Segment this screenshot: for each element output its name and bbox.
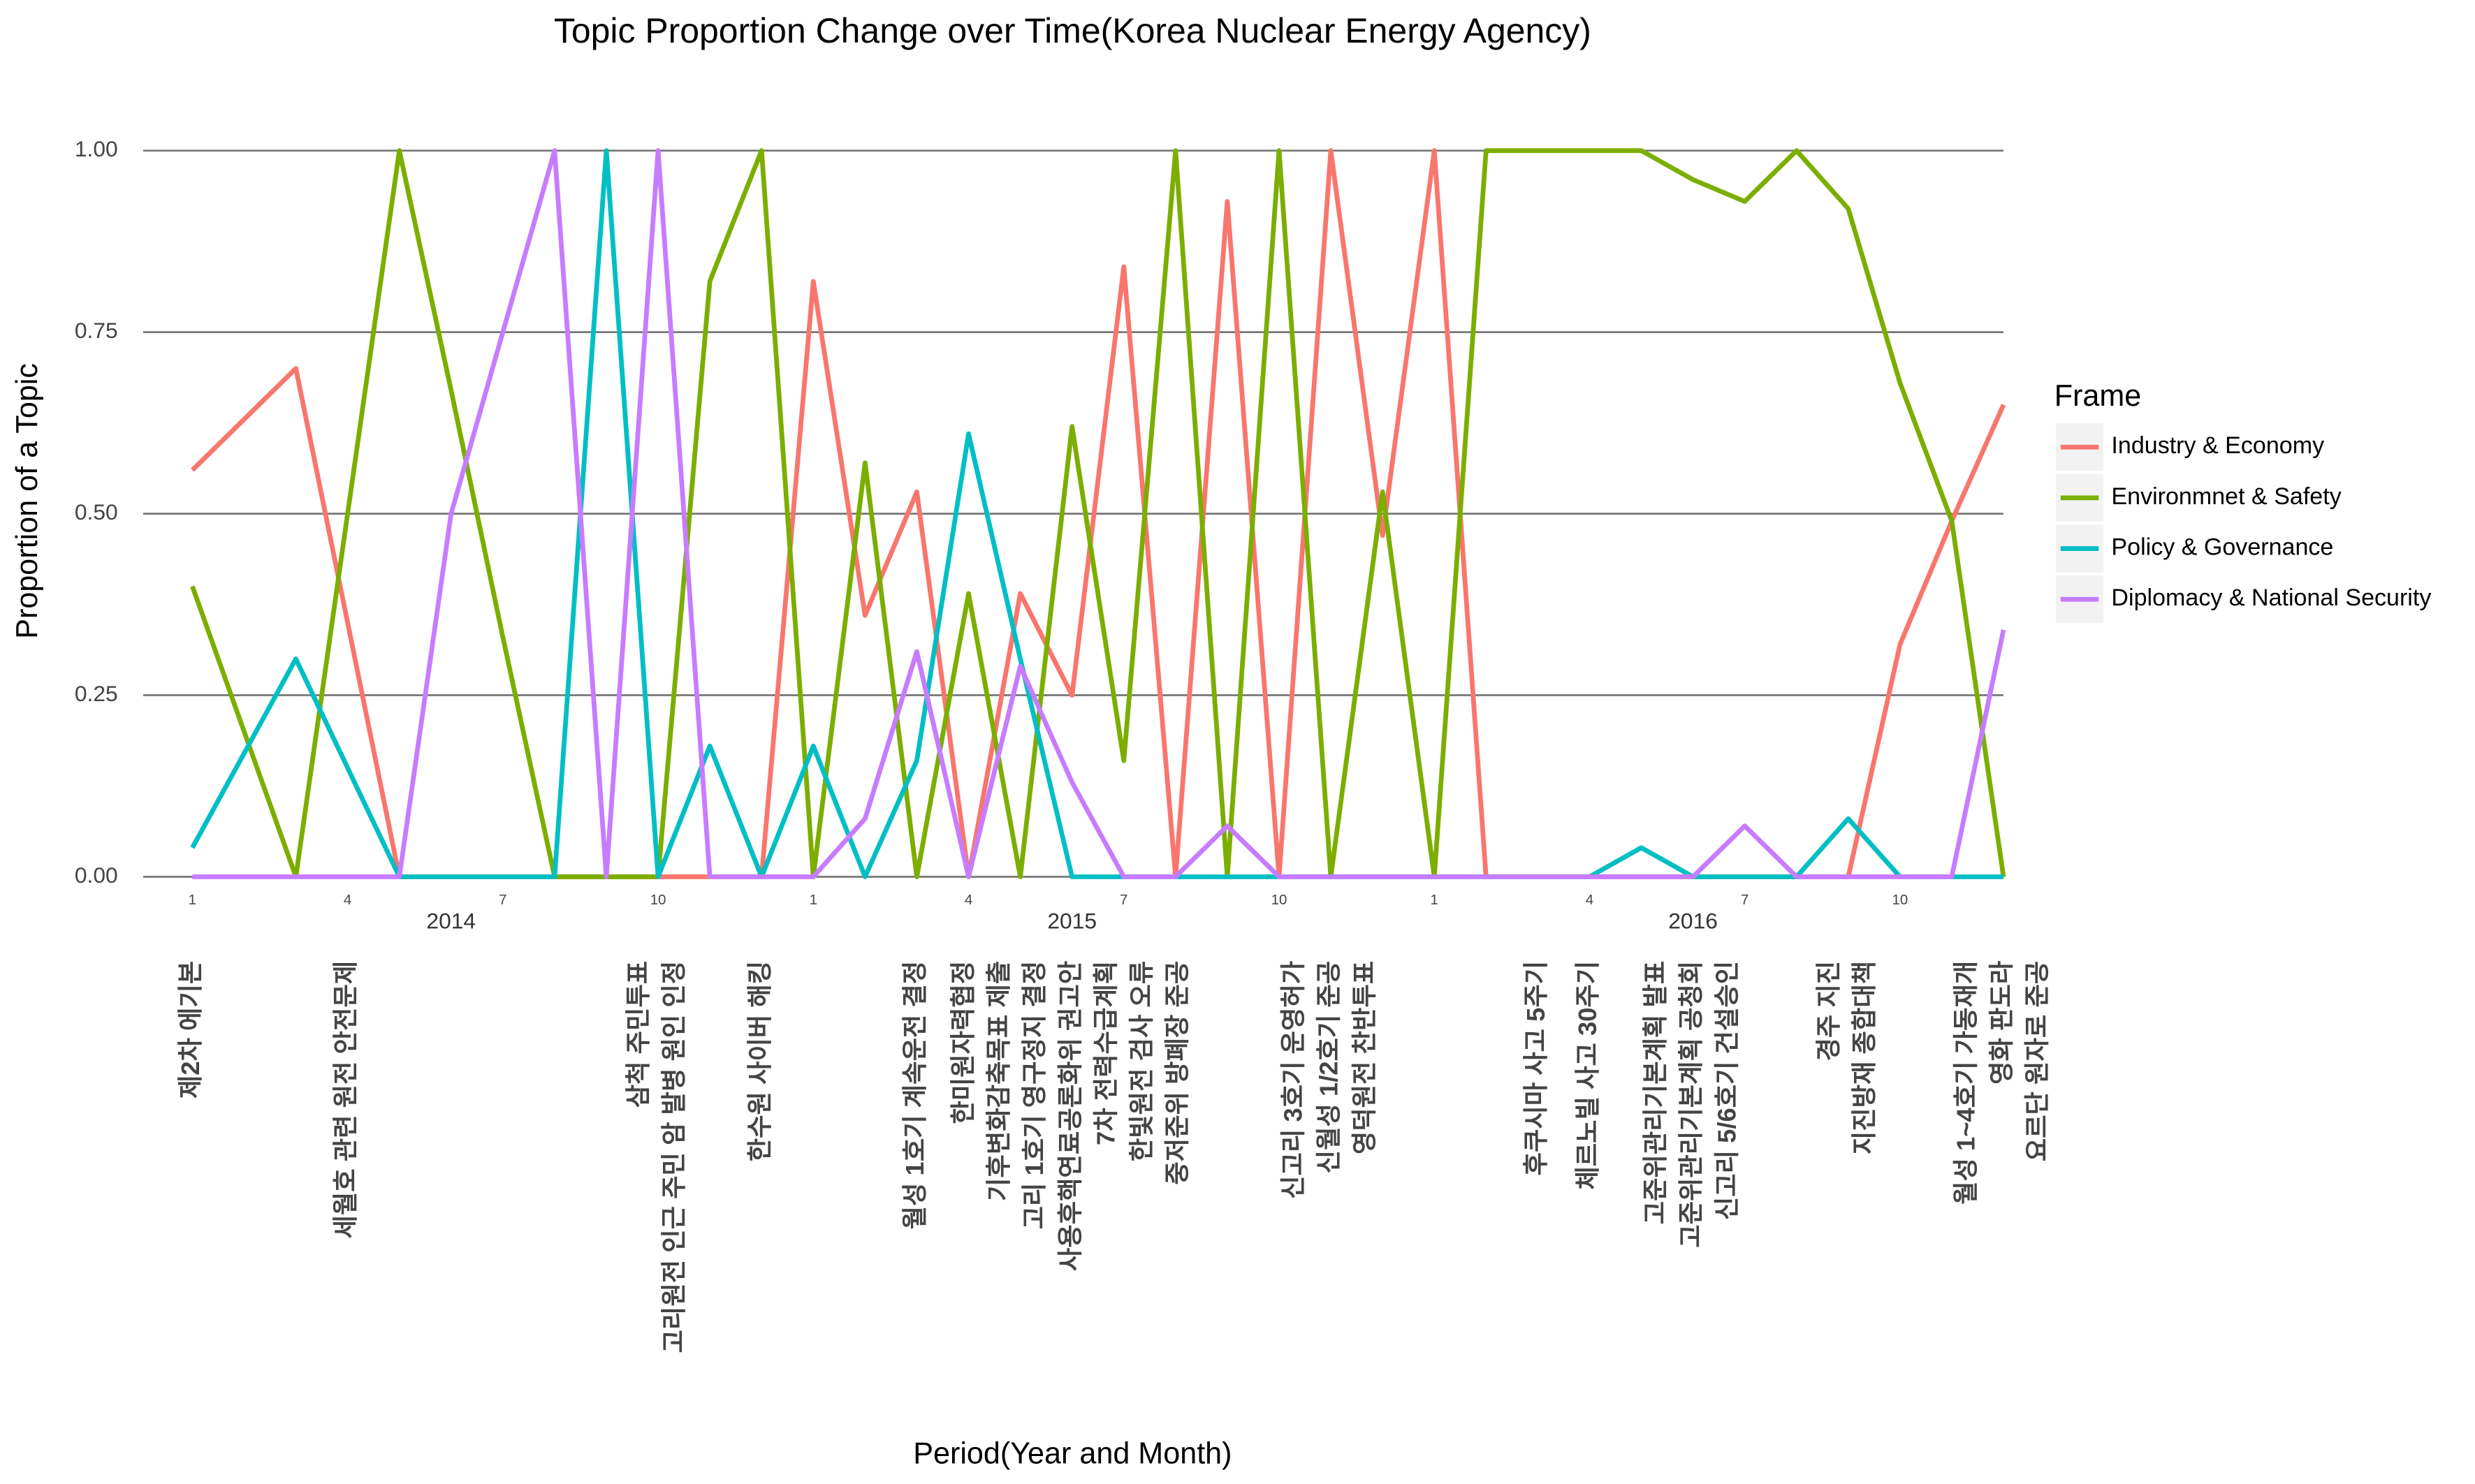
x-tick-label: 7 [499,892,506,908]
x-tick-label: 10 [1271,892,1287,908]
event-label: 한수원 사이버 해킹 [745,961,774,1161]
legend-label: Industry & Economy [2111,432,2324,459]
event-label: 월성 1호기 계속운전 결정 [900,961,929,1230]
year-label: 2016 [1668,909,1718,934]
event-label: 요르단 원자로 준공 [2023,961,2052,1161]
series-line [192,148,2006,879]
x-tick-label: 7 [1120,892,1127,908]
event-label: 고준위관리기본계획 공청회 [1677,961,1705,1248]
event-label: 한빛원전 검사 오류 [1127,961,1155,1161]
event-label: 한미원자력협정 [949,961,977,1124]
event-label: 체르노빌 사고 30주기 [1573,961,1602,1190]
y-tick-label: 0.25 [75,681,118,706]
y-axis-title: Proportion of a Topic [10,363,44,639]
x-tick-label: 7 [1741,892,1748,908]
x-tick-label: 4 [1586,892,1593,908]
y-tick-label: 1.00 [75,136,118,161]
event-label: 고준위관리기본계획 발표 [1641,961,1670,1225]
event-label: 지진방재 종합대책 [1850,961,1878,1154]
event-label: 경주 지진 [1814,961,1843,1061]
event-label: 월성 1~4호기 가동재개 [1952,961,1980,1205]
event-label: 사용후핵연료공론화위 권고안 [1056,961,1084,1271]
y-tick-label: 0.75 [75,318,118,343]
event-label: 세월호 관련 원전 안전문제 [331,961,360,1239]
legend-label: Diplomacy & National Security [2111,585,2431,611]
event-label: 고리 1호기 영구정지 결정 [1020,961,1049,1230]
year-label: 2015 [1047,909,1097,934]
event-label: 신고리 3호기 운영허가 [1279,961,1308,1199]
event-label: 삼척 주민투표 [624,961,652,1108]
year-label: 2014 [426,909,476,934]
x-tick-label: 1 [810,892,817,908]
event-label: 제2차 에기본 [176,961,205,1099]
x-tick-label: 1 [1431,892,1438,908]
x-axis-title: Period(Year and Month) [913,1437,1232,1471]
chart-title: Topic Proportion Change over Time(Korea … [554,11,1591,50]
legend-title: Frame [2054,379,2142,413]
legend-label: Environmnet & Safety [2111,483,2341,510]
event-label: 신고리 5/6호기 건설승인 [1712,961,1741,1220]
event-label: 기후변화감축목표 제출 [984,961,1013,1201]
series-line [190,148,2004,879]
x-tick-label: 10 [1892,892,1908,908]
x-tick-label: 4 [344,892,351,908]
series-line [190,148,2006,879]
event-label: 영덕원전 찬반투표 [1350,961,1379,1154]
x-tick-label: 1 [189,892,196,908]
y-tick-label: 0.00 [75,862,118,888]
legend-label: Policy & Governance [2111,534,2333,561]
event-label: 후쿠시마 사고 5주기 [1521,961,1550,1176]
event-label: 영화 판도라 [1987,961,2016,1085]
y-tick-label: 0.50 [75,499,118,524]
event-label: 7차 전력수급계획 [1091,961,1120,1145]
event-label: 고리원전 인근 주민 암 발병 원인 인정 [659,961,688,1353]
event-label: 신월성 1/2호기 준공 [1315,961,1343,1174]
event-label: 중저준위 방폐장 준공 [1163,961,1192,1185]
x-tick-label: 4 [965,892,972,908]
x-tick-label: 10 [650,892,666,908]
